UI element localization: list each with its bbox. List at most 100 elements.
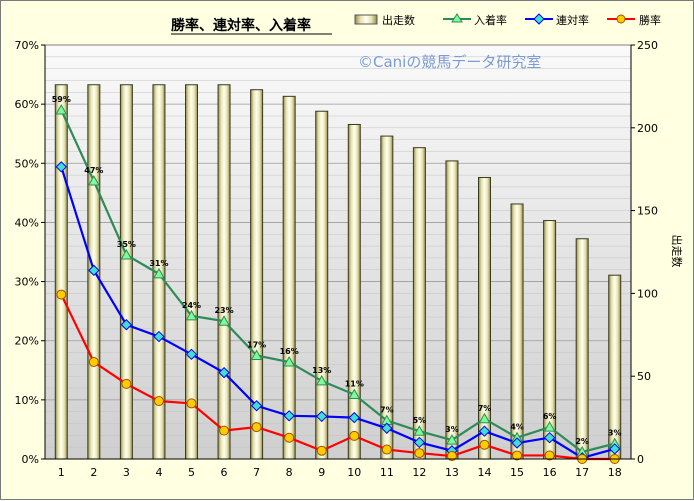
bar-13	[445, 160, 459, 460]
legend: 出走数 入着率 連対率 勝率	[354, 13, 661, 27]
data-label-18: 3%	[608, 429, 622, 438]
legend-bars-label: 出走数	[382, 13, 415, 27]
plot-area	[44, 44, 632, 460]
point-shoritsu-10	[349, 430, 360, 441]
data-label-5: 24%	[182, 301, 201, 310]
legend-item-shoritsu: 勝率	[607, 13, 661, 27]
data-label-2: 47%	[84, 166, 103, 175]
y-left-tick-label: 10%	[15, 394, 39, 407]
x-tick-label-7: 7	[253, 466, 260, 479]
bar-3	[119, 84, 133, 460]
data-label-12: 5%	[413, 416, 427, 425]
y-left-tick-label: 20%	[15, 335, 39, 348]
point-rentai-8	[283, 410, 295, 422]
point-shoritsu-12	[414, 448, 425, 459]
point-nyuchaku-7	[250, 349, 263, 360]
point-nyuchaku-1	[55, 104, 68, 115]
bar-8	[282, 95, 296, 460]
y-left-tick-label: 50%	[15, 157, 39, 170]
point-shoritsu-13	[446, 451, 457, 462]
bar-12	[412, 147, 426, 460]
point-nyuchaku-4	[153, 267, 165, 279]
x-tick-label-12: 12	[412, 466, 426, 479]
y-right-tick-label: 100	[637, 287, 658, 300]
bars-group	[54, 84, 622, 460]
series-line-triangle	[60, 109, 615, 454]
legend-item-nyuchaku: 入着率	[443, 13, 507, 27]
x-tick-label-13: 13	[445, 466, 459, 479]
series-line-circle	[60, 294, 615, 461]
point-rentai-2	[88, 264, 100, 277]
data-label-4: 31%	[149, 259, 168, 268]
point-shoritsu-7	[251, 422, 262, 433]
point-shoritsu-2	[88, 357, 99, 368]
point-shoritsu-11	[381, 444, 392, 455]
x-tick-label-5: 5	[188, 466, 195, 479]
x-tick-label-2: 2	[90, 466, 97, 479]
data-label-1: 59%	[52, 95, 71, 104]
x-tick-label-11: 11	[380, 466, 394, 479]
point-shoritsu-5	[186, 398, 197, 409]
data-label-13: 3%	[445, 425, 459, 434]
bar-15	[510, 203, 524, 460]
y-left-tick-label: 30%	[15, 276, 39, 289]
point-rentai-9	[316, 410, 328, 423]
x-tick-label-18: 18	[608, 466, 622, 479]
bar-6	[217, 84, 231, 460]
point-nyuchaku-12	[413, 425, 426, 436]
legend-rentai-label: 連対率	[556, 13, 589, 27]
y-left-tick-label: 40%	[15, 216, 39, 229]
point-nyuchaku-13	[446, 434, 458, 445]
point-rentai-14	[478, 425, 491, 437]
chart-title: 勝率、連対率、入着率	[171, 17, 311, 34]
y-right-axis-label: 出走数	[670, 235, 684, 268]
bar-10	[347, 123, 361, 460]
point-shoritsu-3	[121, 378, 132, 389]
y-right-tick-label: 200	[637, 122, 658, 135]
legend-bars-swatch	[354, 14, 378, 25]
point-nyuchaku-6	[218, 315, 230, 326]
point-nyuchaku-16	[543, 421, 556, 432]
bar-1	[54, 84, 68, 460]
y-right-tick-label: 50	[637, 370, 651, 383]
point-shoritsu-9	[316, 445, 327, 456]
legend-item-bars: 出走数	[354, 13, 415, 27]
point-nyuchaku-2	[87, 174, 100, 186]
point-rentai-1	[55, 161, 67, 173]
data-label-17: 2%	[575, 437, 589, 446]
x-tick-label-10: 10	[347, 466, 361, 479]
x-tick-label-14: 14	[478, 466, 492, 479]
y-left-tick-label: 70%	[15, 39, 39, 52]
x-tick-label-3: 3	[123, 466, 130, 479]
legend-shoritsu-label: 勝率	[639, 13, 661, 27]
y-right-tick-label: 0	[637, 453, 644, 466]
x-tick-label-17: 17	[575, 466, 589, 479]
point-nyuchaku-3	[120, 248, 133, 260]
x-tick-label-15: 15	[510, 466, 524, 479]
data-label-10: 11%	[345, 380, 364, 389]
x-tick-label-4: 4	[155, 466, 162, 479]
point-nyuchaku-9	[315, 374, 328, 386]
point-rentai-3	[120, 319, 133, 331]
data-labels-group: 59% 47% 35% 31% 24% 23% 17% 16% 13% 11% 7% 5% 3% 7% 4%…	[52, 95, 622, 446]
point-rentai-15	[511, 437, 523, 449]
point-rentai-18	[609, 443, 621, 455]
legend-item-rentai: 連対率	[525, 13, 589, 27]
data-label-8: 16%	[280, 347, 299, 356]
markers-group	[55, 104, 621, 464]
y-left-tick-label: 0%	[22, 453, 39, 466]
data-label-11: 7%	[380, 406, 394, 415]
x-tick-label-16: 16	[543, 466, 557, 479]
data-label-9: 13%	[312, 366, 331, 375]
data-label-6: 23%	[214, 306, 233, 315]
point-rentai-12	[413, 436, 426, 449]
x-tick-label-1: 1	[58, 466, 65, 479]
bar-17	[575, 238, 589, 460]
y-right-tick-label: 150	[637, 205, 658, 218]
point-rentai-7	[250, 400, 263, 412]
point-rentai-11	[381, 422, 393, 434]
y-right-tick-label: 250	[637, 39, 658, 52]
legend-nyuchaku-label: 入着率	[474, 13, 507, 27]
